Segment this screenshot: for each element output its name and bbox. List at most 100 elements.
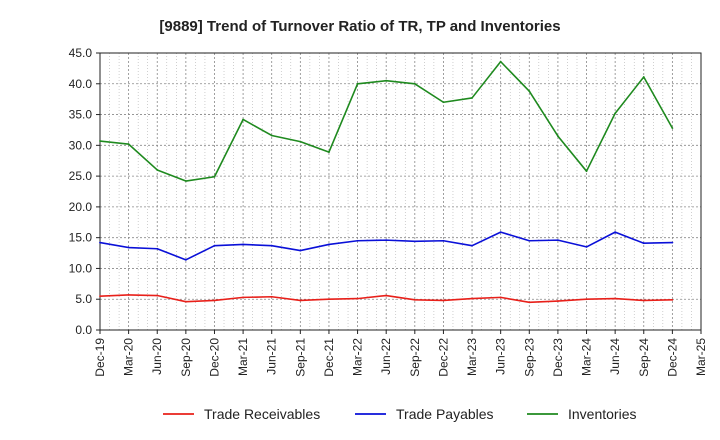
data-point bbox=[328, 151, 330, 154]
data-point bbox=[671, 241, 674, 244]
data-point bbox=[213, 244, 216, 247]
data-point bbox=[528, 90, 531, 93]
x-tick-label: Mar-20 bbox=[122, 338, 136, 376]
data-point bbox=[127, 294, 130, 296]
data-point bbox=[299, 299, 302, 302]
data-point bbox=[328, 298, 330, 301]
x-tick-label: Jun-24 bbox=[608, 338, 622, 375]
data-point bbox=[557, 239, 559, 242]
data-point bbox=[242, 118, 244, 121]
y-tick-label: 0.0 bbox=[75, 323, 92, 337]
data-point bbox=[385, 239, 388, 242]
data-point bbox=[270, 244, 273, 247]
data-point bbox=[585, 246, 588, 248]
data-point bbox=[242, 243, 244, 246]
data-point bbox=[270, 134, 273, 137]
data-point bbox=[99, 241, 101, 244]
y-tick-label: 10.0 bbox=[69, 261, 93, 275]
data-point bbox=[213, 175, 216, 178]
legend-label: Inventories bbox=[568, 406, 636, 422]
data-point bbox=[356, 297, 359, 300]
data-point bbox=[299, 140, 302, 143]
y-tick-label: 20.0 bbox=[69, 200, 93, 214]
x-tick-label: Sep-22 bbox=[408, 338, 422, 377]
data-point bbox=[385, 294, 388, 297]
data-point bbox=[614, 231, 617, 234]
y-tick-label: 35.0 bbox=[69, 108, 93, 122]
x-tick-label: Sep-24 bbox=[637, 338, 651, 377]
data-point bbox=[413, 82, 416, 85]
data-point bbox=[585, 298, 588, 301]
data-point bbox=[385, 79, 388, 82]
x-tick-label: Dec-20 bbox=[207, 338, 221, 377]
data-point bbox=[328, 243, 330, 246]
data-point bbox=[127, 143, 130, 146]
x-tick-label: Mar-23 bbox=[465, 338, 479, 376]
x-tick-label: Jun-21 bbox=[265, 338, 279, 375]
data-point bbox=[156, 294, 159, 297]
data-point bbox=[614, 112, 617, 115]
data-point bbox=[642, 242, 645, 245]
x-tick-label: Jun-20 bbox=[150, 338, 164, 375]
data-point bbox=[213, 299, 216, 302]
data-point bbox=[413, 240, 416, 243]
data-point bbox=[299, 249, 302, 252]
series-lines bbox=[99, 60, 674, 304]
data-point bbox=[471, 97, 473, 99]
x-tick-label: Dec-23 bbox=[551, 338, 565, 377]
data-point bbox=[471, 244, 473, 247]
legend: Trade Receivables Trade Payables Inventori… bbox=[163, 406, 636, 422]
data-point bbox=[184, 180, 187, 182]
x-tick-label: Mar-25 bbox=[694, 338, 708, 376]
data-point bbox=[242, 296, 244, 299]
data-point bbox=[156, 247, 159, 250]
legend-label: Trade Payables bbox=[396, 406, 494, 422]
y-tick-label: 25.0 bbox=[69, 169, 93, 183]
data-point bbox=[270, 295, 273, 298]
data-point bbox=[356, 239, 359, 242]
data-point bbox=[671, 127, 674, 129]
data-point bbox=[585, 170, 588, 173]
data-point bbox=[642, 299, 645, 302]
x-tick-label: Jun-22 bbox=[379, 338, 393, 375]
data-point bbox=[557, 300, 559, 302]
x-tick-label: Jun-23 bbox=[494, 338, 508, 375]
grid-lines bbox=[100, 53, 701, 330]
x-tick-label: Dec-21 bbox=[322, 338, 336, 377]
chart-title: [9889] Trend of Turnover Ratio of TR, TP… bbox=[159, 18, 560, 35]
data-point bbox=[642, 76, 645, 78]
y-tick-label: 5.0 bbox=[75, 292, 92, 306]
data-point bbox=[471, 297, 473, 300]
data-point bbox=[557, 135, 559, 138]
data-point bbox=[442, 101, 445, 104]
data-point bbox=[356, 82, 359, 85]
data-point bbox=[614, 297, 617, 300]
y-tick-label: 15.0 bbox=[69, 231, 93, 245]
y-tick-label: 40.0 bbox=[69, 77, 93, 91]
x-tick-label: Mar-22 bbox=[351, 338, 365, 376]
data-point bbox=[99, 140, 101, 142]
x-tick-label: Sep-21 bbox=[293, 338, 307, 377]
x-tick-label: Sep-23 bbox=[522, 338, 536, 377]
data-point bbox=[99, 295, 101, 298]
x-tick-label: Mar-21 bbox=[236, 338, 250, 376]
x-tick-label: Dec-24 bbox=[665, 338, 679, 377]
y-axis: 0.0 5.0 10.0 15.0 20.0 25.0 30.0 35.0 40.0 45.0 bbox=[69, 46, 100, 337]
data-point bbox=[499, 60, 502, 63]
data-point bbox=[528, 239, 531, 242]
plot-area bbox=[99, 52, 702, 331]
x-tick-label: Dec-22 bbox=[436, 338, 450, 377]
x-tick-label: Sep-20 bbox=[179, 338, 193, 377]
x-axis: Dec-19 Mar-20 Jun-20 Sep-20 Dec-20 Mar-21 Jun-… bbox=[93, 330, 708, 377]
data-point bbox=[184, 300, 187, 303]
x-tick-label: Dec-19 bbox=[93, 338, 107, 377]
data-point bbox=[442, 299, 445, 302]
data-point bbox=[671, 298, 674, 301]
data-point bbox=[528, 301, 531, 304]
legend-label: Trade Receivables bbox=[204, 406, 320, 422]
data-point bbox=[127, 246, 130, 249]
data-point bbox=[499, 296, 502, 299]
data-point bbox=[184, 258, 187, 261]
y-tick-label: 45.0 bbox=[69, 46, 93, 60]
